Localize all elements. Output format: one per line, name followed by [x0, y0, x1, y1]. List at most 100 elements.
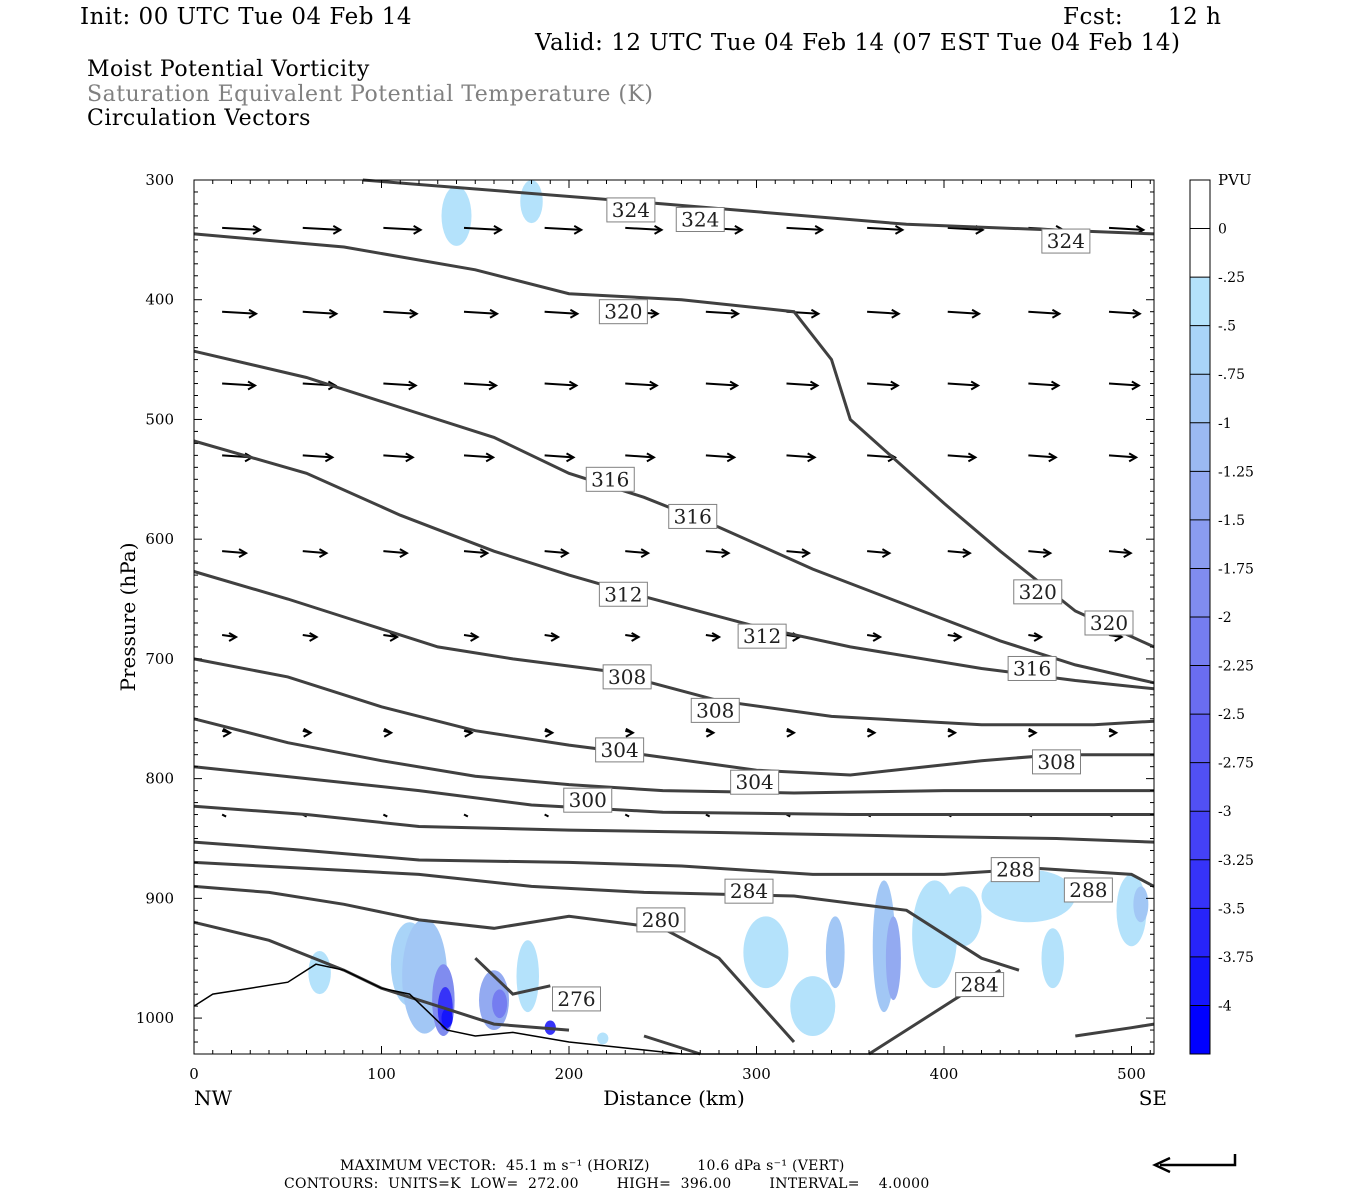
circulation-vector	[383, 310, 417, 315]
circulation-vector	[625, 382, 657, 387]
y-tick-label: 900	[145, 889, 174, 907]
vector-arrowhead	[1108, 727, 1119, 738]
colorbar-label: -1	[1218, 416, 1232, 432]
colorbar-label: -2.75	[1218, 756, 1254, 772]
colorbar-swatch	[1190, 811, 1210, 861]
theta-es-contour	[1075, 1022, 1155, 1038]
theta-es-contour	[193, 570, 1155, 727]
theta-es-contour	[193, 804, 1155, 844]
contour-label-box	[606, 197, 656, 223]
theta-es-contour	[193, 840, 1155, 888]
colorbar-label: 0	[1218, 222, 1227, 238]
circulation-vector	[867, 226, 903, 231]
colorbar-swatch	[1190, 762, 1210, 812]
vector-arrowhead	[640, 548, 651, 559]
colorbar-swatch	[1190, 471, 1210, 521]
colorbar-swatch	[1190, 859, 1210, 909]
contour-label-box	[602, 664, 652, 690]
vector-arrowhead	[726, 452, 737, 463]
circulation-vector	[463, 550, 488, 555]
y-axis-title: Pressure (hPa)	[116, 543, 140, 692]
title-theta-es: Saturation Equivalent Potential Temperat…	[87, 82, 654, 107]
vector-arrowhead	[705, 727, 716, 738]
contour-label: 308	[696, 698, 734, 722]
contour-label: 308	[608, 665, 646, 689]
circulation-vector	[382, 813, 388, 818]
contour-label: 304	[601, 738, 639, 762]
vector-arrowhead	[947, 727, 958, 738]
contour-label: 284	[730, 879, 768, 903]
contour-label-box	[724, 878, 774, 904]
contour-label: 288	[996, 858, 1034, 882]
circulation-vector	[302, 454, 333, 459]
contour-label-box	[1013, 579, 1063, 605]
vector-arrowhead	[734, 225, 744, 235]
terrain-line	[193, 963, 1154, 1055]
circulation-vector	[463, 382, 497, 387]
colorbar-label: -2	[1218, 610, 1232, 626]
x-tick-label: 0	[189, 1065, 199, 1083]
mpv-region	[441, 185, 472, 246]
contour-label: 316	[674, 504, 712, 528]
vector-arrowhead	[801, 548, 812, 559]
colorbar-title: PVU	[1218, 171, 1252, 189]
colorbar-swatch	[1190, 325, 1210, 375]
vector-arrowhead	[971, 308, 982, 319]
contour-label-box	[598, 581, 648, 607]
vector-arrowhead	[303, 727, 313, 738]
circulation-vector	[625, 454, 654, 459]
circulation-vector	[1108, 454, 1137, 459]
theta-es-contour	[193, 884, 796, 1044]
contour-label-box	[585, 466, 635, 492]
colorbar-label: -1.5	[1218, 513, 1245, 529]
vector-arrowhead	[413, 225, 423, 235]
contour-label-box	[636, 907, 686, 933]
contour-label: 320	[1090, 611, 1128, 635]
vector-arrowhead	[228, 632, 239, 642]
colorbar-swatch	[1190, 519, 1210, 569]
reference-vector	[1152, 1154, 1237, 1174]
vector-arrowhead	[649, 380, 659, 391]
mpv-region	[1041, 928, 1064, 989]
colorbar-swatch	[1190, 277, 1210, 327]
y-tick-label: 500	[145, 410, 174, 428]
vector-arrowhead	[544, 727, 555, 738]
colorbar-label: -.75	[1218, 367, 1245, 383]
x-tick-label: 100	[367, 1065, 396, 1083]
mpv-region	[825, 916, 845, 989]
contour-label: 324	[681, 208, 719, 232]
mpv-region	[944, 886, 982, 947]
vector-arrowhead	[328, 308, 339, 319]
contour-label-box	[730, 769, 780, 795]
colorbar-label: -3	[1218, 804, 1232, 820]
contour-label: 324	[1047, 229, 1085, 253]
mpv-region	[597, 1032, 609, 1045]
contour-label: 320	[1019, 580, 1057, 604]
contour-label-box	[675, 207, 725, 233]
max-vector-note: MAXIMUM VECTOR: 45.1 m s⁻¹ (HORIZ) 10.6 …	[340, 1158, 845, 1174]
contour-label-box	[690, 697, 740, 723]
y-tick-label: 1000	[136, 1009, 174, 1027]
contour-label-box	[955, 972, 1005, 998]
circulation-vector	[867, 550, 890, 555]
contour-label-box	[1032, 749, 1081, 775]
colorbar-label: -1.75	[1218, 561, 1254, 577]
contour-label-box	[668, 503, 718, 529]
colorbar: 0 -.25 -.5 -.75 -1 -1.25 -1.5 -1.75 -2 -2.25 -2.5 -…	[1189, 179, 1254, 1055]
vector-arrowhead	[1033, 632, 1044, 642]
contour-label-box	[1063, 877, 1113, 903]
vector-arrowhead	[1123, 548, 1133, 559]
circulation-vector	[302, 226, 341, 231]
x-tick-label: 300	[742, 1065, 771, 1083]
mpv-region	[1133, 886, 1149, 923]
vector-arrowhead	[252, 225, 263, 235]
forecast-label: Fcst:	[1063, 4, 1124, 30]
vector-arrowhead	[470, 632, 480, 642]
circulation-vector	[544, 550, 568, 555]
circulation-vector	[786, 382, 818, 387]
title-mpv: Moist Potential Vorticity	[87, 57, 370, 82]
vector-arrowhead	[730, 308, 741, 319]
circulation-vector	[1028, 310, 1060, 315]
vector-arrowhead	[493, 225, 503, 235]
